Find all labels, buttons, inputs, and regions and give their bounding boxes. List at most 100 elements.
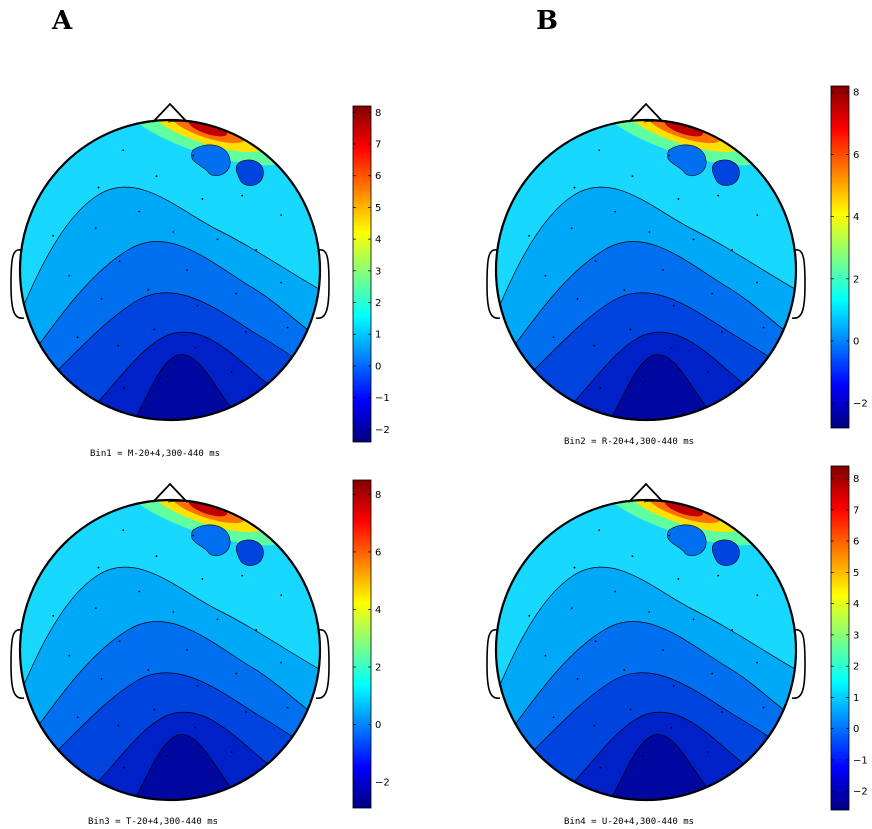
electrode-dot xyxy=(76,336,79,339)
colorbar-tick-label: 5 xyxy=(853,568,859,579)
colorbar-tick-label: 2 xyxy=(375,663,381,674)
electrode-dot xyxy=(194,346,197,349)
electrode-dot xyxy=(155,175,158,177)
electrode-dot xyxy=(122,149,125,152)
potential-island xyxy=(667,524,707,556)
electrode-dot xyxy=(241,574,244,577)
electrode-dot xyxy=(731,249,734,251)
contour-line xyxy=(20,241,320,401)
electrode-dot xyxy=(255,629,258,631)
nose-outline xyxy=(152,102,188,123)
electrode-dot xyxy=(594,640,597,643)
colorbar-tick-label: 0 xyxy=(375,361,381,372)
electrode-dot xyxy=(570,607,573,610)
electrode-dot xyxy=(192,154,195,157)
electrode-dot xyxy=(122,529,125,532)
nose-outline xyxy=(628,102,664,123)
electrode-dot xyxy=(100,678,103,680)
electrode-dot xyxy=(672,684,675,687)
electrode-dot xyxy=(216,238,219,241)
colorbar-tick-label: 0 xyxy=(375,720,381,731)
electrode-dot xyxy=(756,281,758,284)
electrode-dot xyxy=(138,210,141,213)
electrode-dot xyxy=(280,661,282,664)
electrode-dot xyxy=(216,618,219,621)
colorbar-tick-label: −1 xyxy=(375,393,390,404)
electrode-dot xyxy=(552,336,555,339)
head-outline xyxy=(18,118,322,422)
panel-label-b: B xyxy=(536,6,558,36)
right-ear-outline xyxy=(315,249,330,319)
colorbar-tick-label: 7 xyxy=(853,505,859,516)
contour-line xyxy=(127,734,249,800)
electrode-dot xyxy=(594,260,597,263)
electrode-dot xyxy=(762,706,765,709)
colorbar-gradient xyxy=(352,105,372,443)
electrode-dot xyxy=(544,274,547,277)
contour-line xyxy=(496,292,796,420)
colorbar-tick-label: 8 xyxy=(375,490,381,501)
contour-line xyxy=(20,621,320,781)
electrode-dot xyxy=(629,328,632,331)
electrode-dot xyxy=(623,289,626,291)
electrode-dot xyxy=(172,231,175,233)
colorbar-tick-label: 4 xyxy=(853,212,859,223)
potential-island xyxy=(711,539,740,566)
colorbar-tick-label: 8 xyxy=(375,108,381,119)
contour-line xyxy=(127,354,249,420)
electrode-dot xyxy=(230,371,233,374)
contour-line xyxy=(20,186,320,371)
electrode-dot xyxy=(576,298,579,300)
electrode-dot xyxy=(280,594,283,597)
colorbar-tick-label: 0 xyxy=(853,724,859,735)
electrode-dot xyxy=(593,344,596,347)
colorbar-tick-label: 0 xyxy=(853,336,859,347)
electrode-dot xyxy=(196,684,199,687)
electrode-dot xyxy=(544,654,547,657)
electrode-dot xyxy=(52,614,55,617)
electrode-dot xyxy=(94,227,97,230)
head-outline xyxy=(18,498,322,802)
colorbar-tick-label: 4 xyxy=(375,605,381,616)
nose-outline xyxy=(152,482,188,503)
electrode-dot xyxy=(668,534,671,537)
left-ear-outline xyxy=(10,629,25,699)
electrode-dot xyxy=(123,386,126,389)
electrode-dot xyxy=(138,590,141,593)
colorbar-tick-label: 2 xyxy=(853,662,859,673)
electrode-dot xyxy=(528,614,531,617)
electrode-dot xyxy=(76,716,79,719)
topo-map-bin3 xyxy=(10,482,330,802)
colorbar-tick-label: −2 xyxy=(853,399,868,410)
colorbar-tick-label: 4 xyxy=(853,599,859,610)
right-ear-outline xyxy=(791,249,806,319)
electrode-dot xyxy=(717,574,720,577)
electrode-dot xyxy=(706,371,709,374)
colorbar-tick-label: 6 xyxy=(853,150,859,161)
electrode-dot xyxy=(720,711,723,713)
electrode-dot xyxy=(631,555,634,557)
electrode-dot xyxy=(731,629,734,631)
electrode-dot xyxy=(166,755,168,758)
electrode-dot xyxy=(68,654,71,657)
electrode-dot xyxy=(147,669,150,671)
contour-line xyxy=(603,734,725,800)
electrode-dot xyxy=(762,326,765,329)
electrode-dot xyxy=(642,375,644,378)
colorbar-tick-label: 5 xyxy=(375,203,381,214)
contour-line xyxy=(496,241,796,401)
electrode-dot xyxy=(668,154,671,157)
electrode-dot xyxy=(201,578,204,580)
colorbar-tick-label: 1 xyxy=(375,330,381,341)
left-ear-outline xyxy=(10,249,25,319)
colorbar-bin4: 8 7 6 5 4 3 2 1 0 −1 −2 xyxy=(830,465,868,811)
colorbar-tick-label: 6 xyxy=(375,171,381,182)
electrode-dot xyxy=(230,751,233,754)
electrode-dot xyxy=(201,198,204,200)
electrode-dot xyxy=(692,238,695,241)
colorbar-bin1: 8 7 6 5 4 3 2 1 0 −1 −2 xyxy=(352,105,390,443)
electrode-dot xyxy=(147,289,150,291)
contour-line xyxy=(20,672,320,800)
contour-line xyxy=(496,566,796,751)
caption-bin3: Bin3 = T-20+4,300-440 ms xyxy=(88,817,219,827)
